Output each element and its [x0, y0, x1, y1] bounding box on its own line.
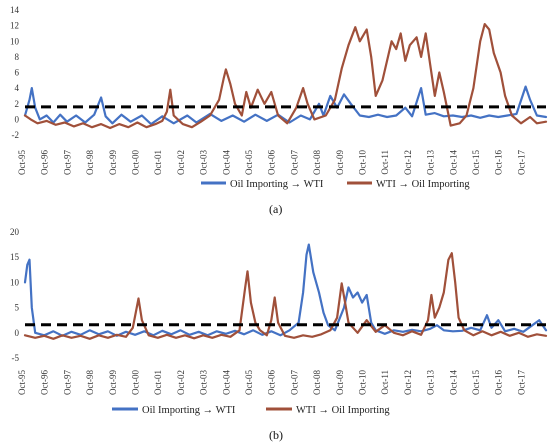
x-tick-label: Oct-09	[335, 370, 345, 395]
x-tick-label: Oct-07	[289, 370, 299, 395]
x-tick-label: Oct-11	[380, 150, 390, 175]
x-tick-label: Oct-17	[516, 370, 526, 395]
series-line-wti-to-oil-importing	[23, 23, 548, 130]
y-tick-label: 2	[15, 99, 20, 109]
panel-label-b: (b)	[269, 428, 283, 442]
x-tick-label: Oct-06	[267, 150, 277, 175]
x-tick-label: Oct-12	[403, 370, 413, 395]
panel-a-plot	[23, 23, 548, 130]
x-tick-label: Oct-98	[85, 370, 95, 395]
x-tick-label: Oct-00	[131, 150, 141, 175]
x-tick-label: Oct-02	[176, 370, 186, 395]
y-tick-label: 5	[15, 303, 20, 313]
x-tick-label: Oct-99	[108, 150, 118, 175]
x-tick-label: Oct-04	[221, 150, 231, 175]
legend-label-oil-importing-to-wti: Oil Importing → WTI	[230, 179, 324, 190]
x-tick-label: Oct-13	[426, 370, 436, 395]
x-tick-label: Oct-97	[62, 370, 72, 395]
series-line-wti-to-oil-importing	[23, 252, 548, 340]
panel-b-y-ticks: -5 0 5 10 15 20	[10, 227, 20, 363]
panel-a-x-ticks: Oct-95 Oct-96 Oct-97 Oct-98 Oct-99 Oct-00 Oct-…	[17, 150, 526, 175]
x-tick-label: Oct-15	[471, 370, 481, 395]
panel-b-legend: Oil Importing → WTI WTI → Oil Importing	[112, 405, 390, 416]
x-tick-label: Oct-15	[471, 150, 481, 175]
y-tick-label: 15	[10, 252, 20, 262]
x-tick-label: Oct-09	[335, 150, 345, 175]
x-tick-label: Oct-05	[244, 150, 254, 175]
x-tick-label: Oct-11	[380, 370, 390, 395]
y-tick-label: 0	[15, 328, 20, 338]
y-tick-label: 4	[15, 83, 20, 93]
x-tick-label: Oct-96	[40, 370, 50, 395]
y-tick-label: 6	[15, 68, 20, 78]
x-tick-label: Oct-16	[494, 370, 504, 395]
x-tick-label: Oct-08	[312, 150, 322, 175]
legend-label-oil-importing-to-wti: Oil Importing → WTI	[142, 405, 236, 416]
x-tick-label: Oct-95	[17, 370, 27, 395]
x-tick-label: Oct-95	[17, 150, 27, 175]
x-tick-label: Oct-99	[108, 370, 118, 395]
x-tick-label: Oct-17	[516, 150, 526, 175]
y-tick-label: 12	[10, 21, 19, 31]
x-tick-label: Oct-07	[289, 150, 299, 175]
x-tick-label: Oct-00	[131, 370, 141, 395]
x-tick-label: Oct-96	[40, 150, 50, 175]
x-tick-label: Oct-02	[176, 150, 186, 175]
series-line-oil-importing-to-wti	[23, 243, 548, 337]
x-tick-label: Oct-13	[426, 150, 436, 175]
x-tick-label: Oct-10	[358, 150, 368, 175]
y-tick-label: -5	[12, 353, 20, 363]
y-tick-label: 14	[10, 5, 20, 15]
panel-a-y-ticks: -2 0 2 4 6 8 10 12 14	[10, 5, 20, 140]
x-tick-label: Oct-04	[221, 370, 231, 395]
y-tick-label: 10	[10, 277, 20, 287]
x-tick-label: Oct-05	[244, 370, 254, 395]
y-tick-label: -2	[12, 130, 20, 140]
y-tick-label: 8	[15, 52, 20, 62]
y-tick-label: 0	[15, 114, 20, 124]
x-tick-label: Oct-08	[312, 370, 322, 395]
x-tick-label: Oct-97	[62, 150, 72, 175]
x-tick-label: Oct-12	[403, 150, 413, 175]
panel-b-plot	[23, 243, 548, 340]
x-tick-label: Oct-06	[267, 370, 277, 395]
y-tick-label: 10	[10, 36, 20, 46]
panel-a-legend: Oil Importing → WTI WTI → Oil Importing	[201, 179, 470, 190]
legend-label-wti-to-oil-importing: WTI → Oil Importing	[296, 405, 390, 416]
x-tick-label: Oct-01	[153, 150, 163, 175]
legend-label-wti-to-oil-importing: WTI → Oil Importing	[376, 179, 470, 190]
series-line-oil-importing-to-wti	[23, 85, 548, 126]
x-tick-label: Oct-01	[153, 370, 163, 395]
x-tick-label: Oct-03	[199, 150, 209, 175]
x-tick-label: Oct-14	[448, 150, 458, 175]
panel-label-a: (a)	[269, 202, 282, 216]
x-tick-label: Oct-14	[448, 370, 458, 395]
y-tick-label: 20	[10, 227, 20, 237]
x-tick-label: Oct-98	[85, 150, 95, 175]
x-tick-label: Oct-10	[358, 370, 368, 395]
x-tick-label: Oct-03	[199, 370, 209, 395]
x-tick-label: Oct-16	[494, 150, 504, 175]
panel-b-x-ticks: Oct-95 Oct-96 Oct-97 Oct-98 Oct-99 Oct-00 Oct-…	[17, 370, 526, 395]
